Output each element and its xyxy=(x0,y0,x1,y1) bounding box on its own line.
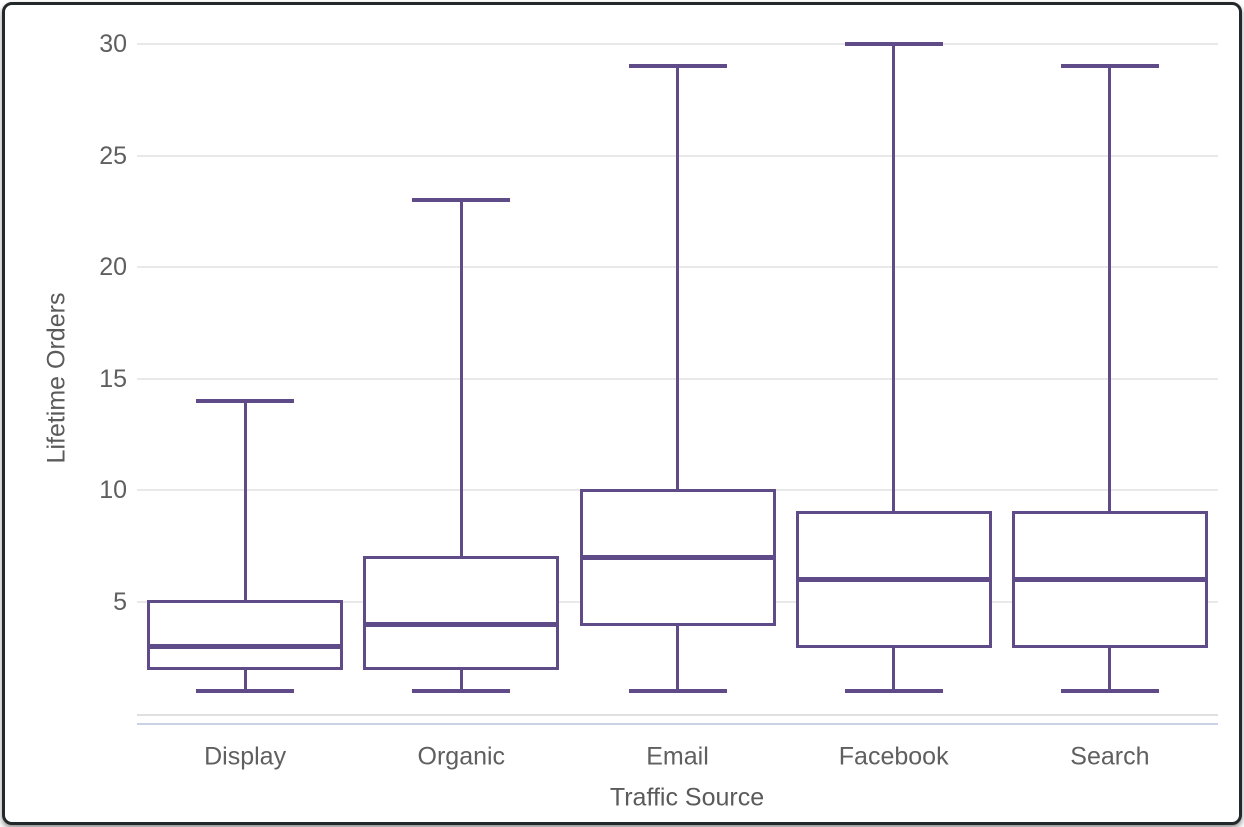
gridline-30 xyxy=(137,43,1218,45)
y-tick-label-20: 20 xyxy=(99,253,127,282)
whisker-upper-stem xyxy=(892,44,896,513)
whisker-cap-min xyxy=(412,689,511,694)
y-tick-label-30: 30 xyxy=(99,30,127,58)
whisker-lower-stem xyxy=(676,624,679,692)
whisker-cap-min xyxy=(628,689,727,694)
whisker-cap-min xyxy=(844,689,943,694)
y-tick-label-5: 5 xyxy=(113,587,127,616)
x-category-label-search: Search xyxy=(1070,742,1150,771)
x-category-label-display: Display xyxy=(204,742,287,771)
x-category-label-organic: Organic xyxy=(417,742,506,771)
y-tick-label-10: 10 xyxy=(99,476,127,505)
median-line xyxy=(1014,577,1205,583)
x-category-label-email: Email xyxy=(646,742,709,771)
whisker-upper-stem xyxy=(1108,66,1112,513)
x-axis-title: Traffic Source xyxy=(609,783,765,812)
median-line xyxy=(582,554,773,560)
whisker-lower-stem xyxy=(243,668,247,692)
y-axis-title: Lifetime Orders xyxy=(42,292,71,464)
iqr-box xyxy=(363,555,560,671)
x-axis-accent-line xyxy=(137,722,1218,725)
whisker-lower-stem xyxy=(459,668,463,692)
median-line xyxy=(366,621,557,627)
whisker-cap-max xyxy=(1060,64,1159,69)
y-tick-label-25: 25 xyxy=(99,141,127,170)
x-category-label-facebook: Facebook xyxy=(838,742,949,771)
x-axis-baseline xyxy=(137,713,1218,716)
whisker-cap-max xyxy=(196,399,295,404)
whisker-cap-min xyxy=(196,689,295,694)
y-tick-label-15: 15 xyxy=(99,364,127,393)
whisker-cap-max xyxy=(412,198,511,203)
whisker-lower-stem xyxy=(892,646,896,692)
whisker-cap-min xyxy=(1060,689,1159,694)
median-line xyxy=(150,644,341,650)
whisker-upper-stem xyxy=(676,66,679,491)
whisker-upper-stem xyxy=(243,401,247,602)
whisker-upper-stem xyxy=(459,200,463,558)
iqr-box xyxy=(147,600,344,671)
whisker-cap-max xyxy=(628,64,727,69)
median-line xyxy=(798,577,989,583)
whisker-lower-stem xyxy=(1108,646,1112,692)
whisker-cap-max xyxy=(844,42,943,46)
